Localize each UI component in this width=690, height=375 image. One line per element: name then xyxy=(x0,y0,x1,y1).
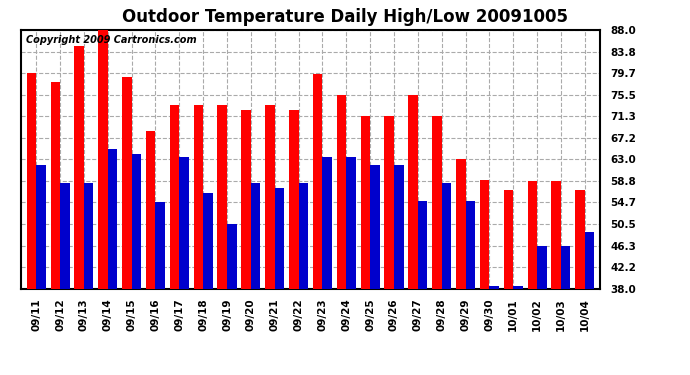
Bar xyxy=(60,183,70,289)
Bar xyxy=(75,45,84,289)
Bar xyxy=(466,201,475,289)
Bar xyxy=(179,157,189,289)
Bar xyxy=(575,190,585,289)
Bar xyxy=(227,224,237,289)
Bar xyxy=(394,165,404,289)
Bar xyxy=(322,157,332,289)
Bar xyxy=(489,286,499,289)
Bar xyxy=(528,181,537,289)
Bar xyxy=(299,183,308,289)
Bar xyxy=(27,73,36,289)
Bar xyxy=(313,74,322,289)
Bar xyxy=(98,30,108,289)
Bar xyxy=(384,116,394,289)
Bar xyxy=(585,232,594,289)
Bar xyxy=(36,165,46,289)
Bar xyxy=(155,202,165,289)
Bar xyxy=(265,105,275,289)
Bar xyxy=(108,149,117,289)
Bar xyxy=(132,154,141,289)
Bar xyxy=(504,190,513,289)
Bar xyxy=(361,116,370,289)
Bar xyxy=(241,110,251,289)
Bar xyxy=(370,165,380,289)
Bar xyxy=(203,193,213,289)
Bar xyxy=(561,246,571,289)
Bar xyxy=(346,157,356,289)
Bar xyxy=(456,159,466,289)
Bar xyxy=(442,183,451,289)
Text: Copyright 2009 Cartronics.com: Copyright 2009 Cartronics.com xyxy=(26,35,197,45)
Bar xyxy=(337,95,346,289)
Bar xyxy=(289,110,299,289)
Bar xyxy=(122,76,132,289)
Bar xyxy=(418,201,427,289)
Bar xyxy=(537,246,546,289)
Bar xyxy=(480,180,489,289)
Bar xyxy=(275,188,284,289)
Bar xyxy=(513,286,523,289)
Bar xyxy=(408,95,418,289)
Bar xyxy=(251,183,260,289)
Bar xyxy=(194,105,203,289)
Bar xyxy=(217,105,227,289)
Bar xyxy=(432,116,442,289)
Bar xyxy=(50,82,60,289)
Bar xyxy=(146,131,155,289)
Text: Outdoor Temperature Daily High/Low 20091005: Outdoor Temperature Daily High/Low 20091… xyxy=(122,8,568,26)
Bar xyxy=(84,183,93,289)
Bar xyxy=(551,181,561,289)
Bar xyxy=(170,105,179,289)
